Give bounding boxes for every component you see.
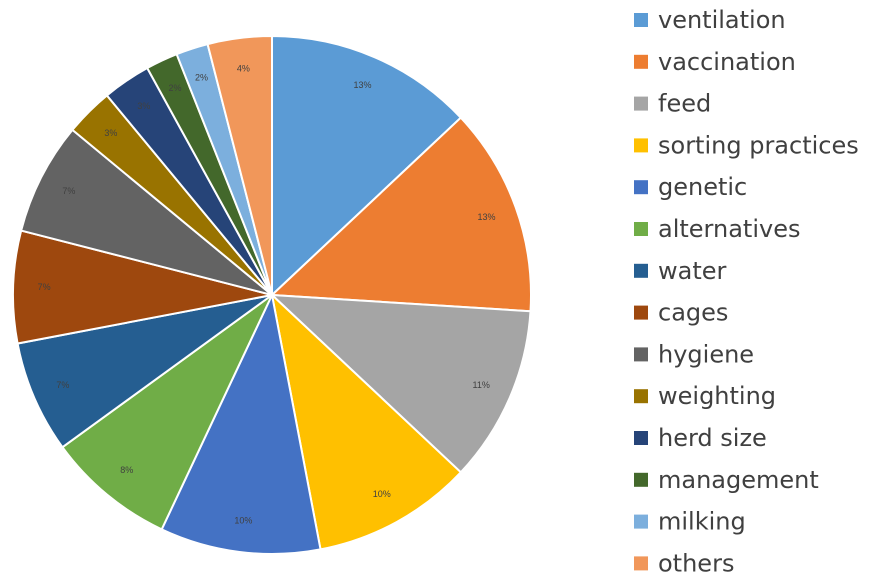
- data-label: 3%: [104, 128, 117, 138]
- data-label: 13%: [477, 212, 495, 222]
- legend-swatch: [634, 514, 648, 529]
- data-label: 7%: [62, 186, 75, 196]
- legend-label: alternatives: [658, 215, 800, 243]
- legend-swatch: [634, 305, 648, 320]
- data-label: 11%: [472, 380, 489, 390]
- legend-label: feed: [658, 90, 711, 118]
- pie-slice: [269, 293, 532, 474]
- legend-label: sorting practices: [658, 131, 859, 159]
- data-label: 10%: [234, 515, 252, 525]
- legend-swatch: [634, 13, 648, 27]
- pie-slice: [61, 294, 273, 531]
- legend-swatch: [634, 54, 648, 69]
- legend-label: ventilation: [658, 6, 786, 34]
- legend-swatch: [634, 263, 648, 278]
- pie-slice: [12, 229, 273, 345]
- legend-swatch: [634, 138, 648, 153]
- legend-label: vaccination: [658, 48, 796, 76]
- legend-swatch: [634, 556, 648, 571]
- legend-label: genetic: [658, 173, 747, 201]
- legend-label: cages: [658, 299, 728, 327]
- pie-slice: [271, 34, 463, 298]
- data-label: 4%: [237, 63, 250, 73]
- legend-swatch: [634, 96, 648, 111]
- legend-label: hygiene: [658, 340, 754, 368]
- legend-label: water: [658, 257, 727, 285]
- legend-label: herd size: [658, 424, 767, 452]
- pie-slice: [269, 116, 532, 313]
- pie-slice: [206, 34, 273, 296]
- data-label: 2%: [195, 73, 208, 83]
- data-label: 10%: [373, 489, 391, 499]
- legend-label: milking: [658, 508, 746, 536]
- legend-swatch: [634, 347, 648, 362]
- pie-slice: [19, 128, 273, 296]
- legend-swatch: [634, 472, 648, 487]
- data-label: 8%: [120, 465, 133, 475]
- legend-swatch: [634, 222, 648, 236]
- legend-label: weighting: [658, 382, 776, 410]
- pie-slice: [16, 294, 273, 449]
- data-label: 7%: [56, 380, 69, 390]
- data-label: 13%: [354, 80, 372, 90]
- legend-swatch: [634, 180, 648, 195]
- pie-slice: [160, 291, 322, 555]
- data-label: 7%: [38, 282, 51, 292]
- data-label: 3%: [137, 101, 150, 111]
- legend-label: others: [658, 549, 734, 577]
- data-label: 2%: [168, 83, 181, 93]
- pie-slice: [270, 292, 463, 551]
- legend-swatch: [634, 431, 648, 445]
- legend-label: management: [658, 466, 819, 494]
- legend-swatch: [634, 389, 648, 404]
